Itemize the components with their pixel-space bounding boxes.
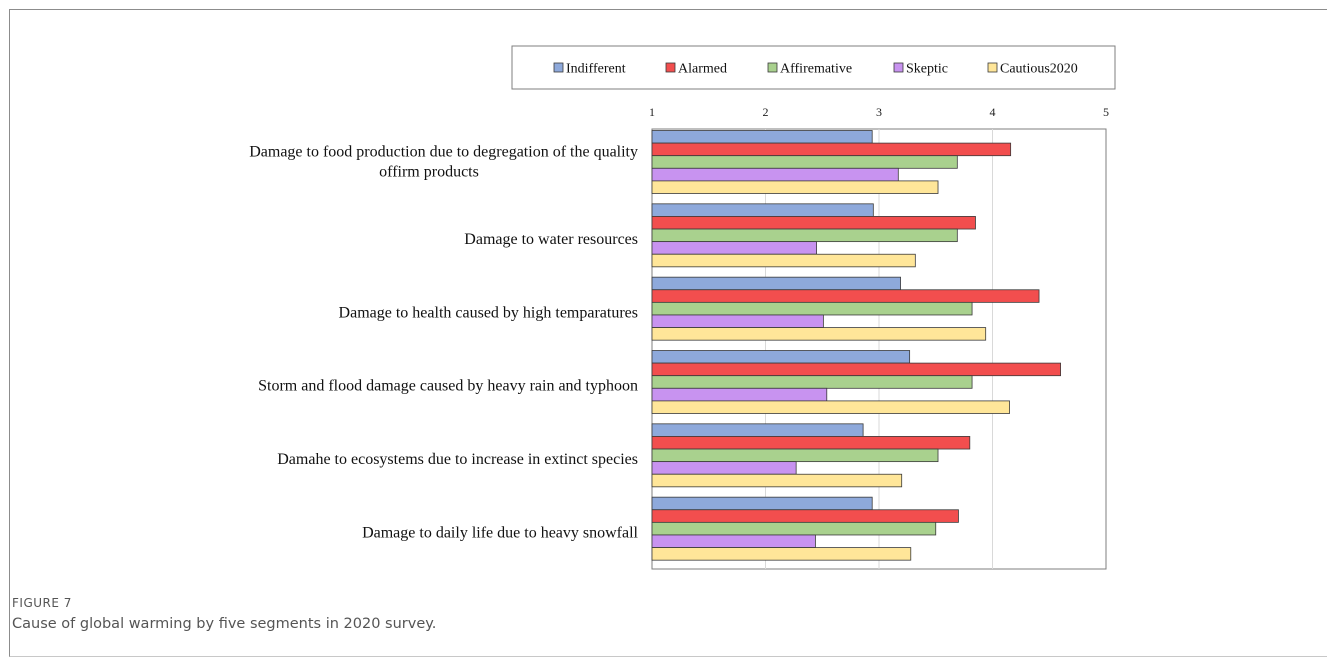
- bar-indifferent: [651, 276, 901, 291]
- bar-indifferent: [651, 350, 911, 364]
- bar-cautious2020: [651, 547, 912, 561]
- bar-affiremative: [651, 155, 958, 169]
- bar-indifferent: [651, 423, 864, 437]
- category-label: Storm and flood damage caused by heavy r…: [258, 378, 638, 395]
- bar-skeptic: [651, 167, 899, 182]
- bar-cautious2020: [651, 473, 903, 488]
- category-label: Damage to food production due to degrega…: [249, 144, 638, 161]
- legend-label-affiremative: Affiremative: [780, 62, 852, 77]
- gridlines: [765, 129, 993, 569]
- legend-label-alarmed: Alarmed: [678, 62, 727, 77]
- bar-alarmed: [651, 216, 976, 230]
- bar-alarmed: [651, 509, 959, 523]
- bar-indifferent: [651, 203, 874, 217]
- x-tick-label: 4: [990, 105, 996, 119]
- x-tick-label: 3: [876, 105, 882, 119]
- bar-skeptic: [651, 387, 828, 402]
- legend-swatch-alarmed: [665, 62, 676, 73]
- bar-alarmed: [651, 362, 1062, 377]
- figure-frame: [9, 9, 1327, 657]
- category-label: Damage to daily life due to heavy snowfa…: [362, 524, 638, 541]
- bar-affiremative: [651, 521, 937, 536]
- bar-affiremative: [651, 448, 939, 463]
- legend-swatch-skeptic: [893, 62, 904, 73]
- bar-skeptic: [651, 241, 817, 255]
- bar-cautious2020: [651, 400, 1010, 414]
- bars: [651, 130, 1062, 561]
- bar-affiremative: [651, 228, 958, 243]
- category-label: Damahe to ecosystems due to increase in …: [277, 451, 638, 468]
- x-tick-label: 2: [763, 105, 769, 119]
- x-tick-label: 5: [1103, 105, 1109, 119]
- category-label: offirm products: [379, 164, 479, 181]
- legend-label-indifferent: Indifferent: [566, 62, 626, 77]
- legend-label-skeptic: Skeptic: [906, 62, 948, 77]
- bar-cautious2020: [651, 253, 916, 268]
- bar-affiremative: [651, 301, 973, 316]
- bar-chart: Indifferent Alarmed Affiremative Skeptic Cau…: [249, 45, 1116, 570]
- category-labels: Damage to food production due to degrega…: [249, 144, 638, 542]
- bar-cautious2020: [651, 327, 987, 341]
- chart-legend: Indifferent Alarmed Affiremative Skeptic Cau…: [511, 45, 1116, 90]
- category-label: Damage to health caused by high temparat…: [339, 304, 638, 321]
- legend-swatch-indifferent: [553, 62, 564, 73]
- bar-affiremative: [651, 375, 973, 389]
- legend-swatch-affiremative: [767, 62, 778, 73]
- bar-alarmed: [651, 142, 1012, 157]
- bar-indifferent: [651, 130, 873, 144]
- bar-skeptic: [651, 534, 816, 548]
- category-label: Damage to water resources: [464, 231, 638, 248]
- legend-label-cautious2020: Cautious2020: [1000, 62, 1078, 77]
- x-tick-label: 1: [649, 105, 655, 119]
- bar-cautious2020: [651, 180, 939, 194]
- bar-alarmed: [651, 289, 1040, 303]
- bar-skeptic: [651, 461, 797, 475]
- bar-alarmed: [651, 436, 971, 450]
- x-axis-ticks: 1 2 3 4 5: [649, 105, 1109, 119]
- bar-skeptic: [651, 314, 824, 328]
- figure-caption: Cause of global warming by five segments…: [12, 616, 437, 632]
- legend-swatch-cautious2020: [987, 62, 998, 73]
- bar-indifferent: [651, 496, 873, 511]
- legend-box: [511, 45, 1116, 90]
- figure-label: FIGURE 7: [12, 596, 72, 610]
